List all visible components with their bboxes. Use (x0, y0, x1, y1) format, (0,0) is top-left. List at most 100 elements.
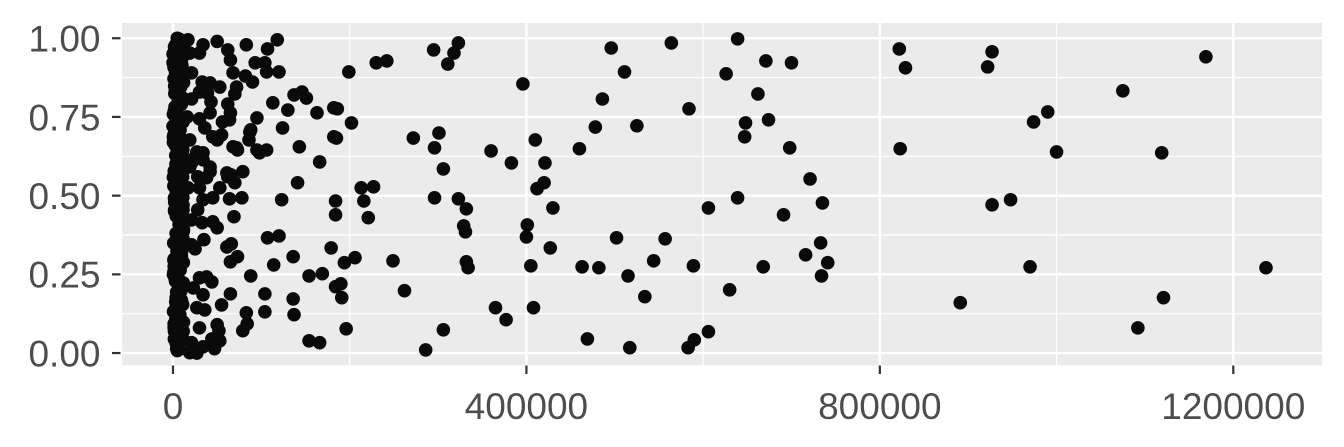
data-point (803, 172, 817, 186)
data-point (205, 191, 220, 205)
data-point (190, 346, 204, 360)
data-point (436, 162, 451, 176)
data-point (432, 126, 446, 140)
data-point (210, 34, 224, 49)
data-point (312, 155, 327, 169)
data-point (892, 42, 907, 56)
data-point (1199, 50, 1213, 64)
data-point (658, 231, 672, 246)
data-point (426, 43, 441, 57)
data-point (516, 77, 530, 91)
data-point (609, 231, 624, 245)
data-point (519, 230, 534, 244)
data-point (488, 300, 503, 315)
data-point (380, 54, 394, 68)
data-point (266, 258, 281, 272)
data-point (286, 249, 300, 264)
data-point (730, 191, 745, 205)
panel-background (122, 23, 1322, 366)
data-point (210, 133, 224, 147)
data-point (197, 121, 212, 135)
data-point (259, 65, 274, 79)
data-point (592, 260, 606, 275)
data-point (784, 55, 799, 70)
data-point (182, 160, 197, 174)
data-point (898, 61, 913, 75)
data-point (188, 242, 202, 256)
data-point (184, 92, 199, 106)
data-point (270, 33, 285, 47)
data-point (638, 289, 652, 304)
data-point (1003, 192, 1018, 207)
data-point (427, 140, 442, 155)
data-point (751, 87, 765, 101)
data-point (526, 300, 541, 315)
data-point (258, 305, 272, 319)
data-point (761, 112, 776, 127)
data-point (181, 180, 195, 195)
data-point (272, 65, 286, 79)
data-point (286, 292, 300, 306)
data-point (427, 191, 442, 205)
data-point (281, 103, 295, 117)
data-point (369, 55, 384, 70)
data-point (252, 146, 267, 160)
data-point (617, 65, 632, 79)
data-point (737, 129, 752, 144)
data-point (499, 312, 513, 327)
data-point (224, 237, 239, 251)
data-point (1259, 260, 1273, 275)
data-point (1116, 84, 1130, 98)
data-point (197, 303, 212, 317)
data-point (451, 191, 466, 206)
data-point (681, 340, 695, 355)
data-point (459, 202, 474, 216)
data-point (227, 209, 241, 224)
data-point (337, 255, 352, 270)
data-point (287, 88, 301, 102)
data-point (203, 164, 217, 179)
data-point (228, 87, 242, 101)
data-point (214, 298, 229, 312)
data-point (1040, 105, 1055, 119)
data-point (250, 111, 264, 125)
data-point (315, 266, 330, 281)
data-point (230, 143, 245, 157)
data-point (344, 116, 359, 130)
data-point (258, 287, 272, 301)
data-point (985, 197, 999, 212)
data-point (538, 156, 552, 170)
data-point (180, 110, 194, 124)
data-point (184, 66, 199, 80)
data-point (458, 225, 473, 239)
data-point (275, 121, 290, 135)
x-tick-label: 800000 (818, 386, 941, 427)
data-point (646, 254, 661, 268)
data-point (701, 201, 716, 215)
data-point (386, 254, 400, 268)
data-point (197, 232, 211, 247)
data-point (815, 196, 830, 210)
data-point (361, 210, 376, 225)
data-point (719, 67, 733, 81)
data-point (195, 215, 209, 230)
data-point (299, 91, 314, 105)
y-tick-label: 0.25 (28, 255, 100, 296)
x-tick-label: 0 (163, 386, 184, 427)
data-point (520, 218, 535, 232)
data-point (484, 144, 498, 158)
data-point (243, 269, 258, 283)
data-point (235, 164, 250, 179)
data-point (1026, 115, 1041, 129)
data-point (686, 259, 701, 273)
data-point (528, 133, 543, 147)
data-point (893, 141, 907, 156)
data-point (546, 201, 560, 215)
data-point (595, 92, 610, 106)
data-point (621, 269, 635, 283)
data-point (622, 340, 637, 355)
data-point (192, 180, 207, 195)
data-point (192, 46, 207, 60)
data-point (953, 295, 968, 310)
